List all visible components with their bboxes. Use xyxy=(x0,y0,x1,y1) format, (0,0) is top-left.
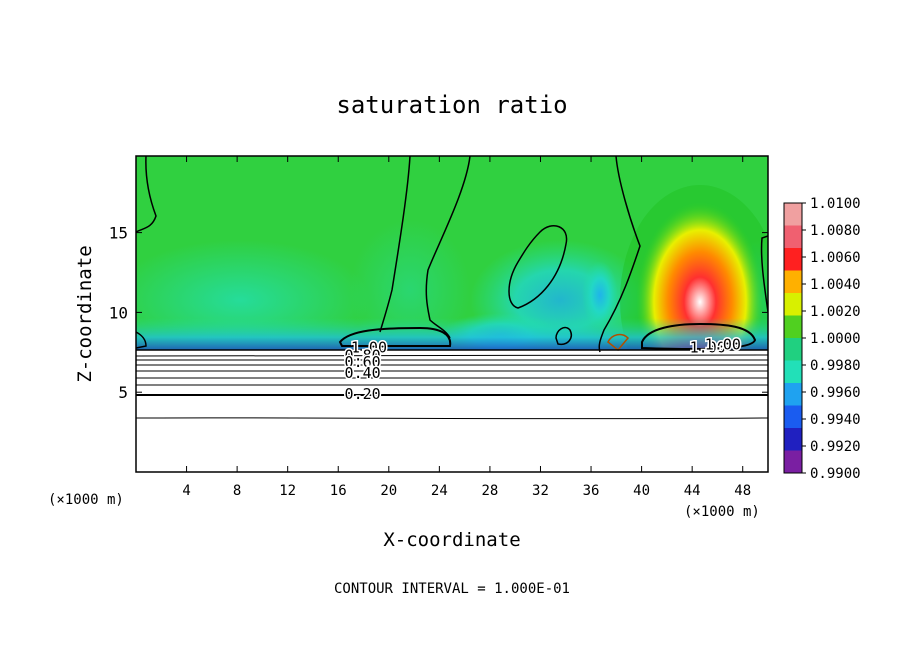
contour-label: 1.00 xyxy=(351,339,387,357)
contour-lines xyxy=(136,156,768,420)
colorbar-swatch xyxy=(784,383,802,406)
y-tick-label: 15 xyxy=(109,224,128,243)
contour-label: 1.00 xyxy=(705,335,741,353)
colorbar-level-label: 1.0040 xyxy=(810,277,861,293)
colorbar-level-label: 1.0020 xyxy=(810,304,861,320)
colorbar-level-label: 0.9920 xyxy=(810,439,861,455)
colorbar-swatch xyxy=(784,450,802,473)
colorbar-level-label: 1.0080 xyxy=(810,223,861,239)
colorbar-level-label: 0.9980 xyxy=(810,358,861,374)
colorbar-swatch xyxy=(784,225,802,248)
x-tick-label: 16 xyxy=(330,483,347,499)
contour-label: 0.20 xyxy=(345,385,381,403)
colorbar-level-label: 0.9940 xyxy=(810,412,861,428)
plot-frame xyxy=(135,155,769,473)
x-tick-label: 32 xyxy=(532,483,549,499)
colorbar-level-label: 1.0000 xyxy=(810,331,861,347)
y-axis: 5 10 15 xyxy=(109,224,768,402)
contour-label: 1.00 xyxy=(690,339,726,357)
chart-title: saturation ratio xyxy=(336,91,567,119)
colorbar-swatch xyxy=(784,360,802,383)
colorbar-level-label: 1.0060 xyxy=(810,250,861,266)
x-tick-label: 4 xyxy=(182,483,190,499)
contour-label: 0.40 xyxy=(345,364,381,382)
x-unit-left: (×1000 m) xyxy=(48,492,124,508)
heatmap-field xyxy=(136,156,768,472)
y-axis-label: Z-coordinate xyxy=(74,245,96,382)
colorbar-swatch xyxy=(784,315,802,338)
x-unit-right: (×1000 m) xyxy=(684,504,760,520)
contour-label: 0.60 xyxy=(345,353,381,371)
colorbar-swatch xyxy=(784,270,802,293)
colorbar-level-label: 1.0100 xyxy=(810,196,861,212)
colorbar-level-label: 0.9900 xyxy=(810,466,861,482)
colorbar-swatch xyxy=(784,428,802,451)
colorbar-swatch xyxy=(784,338,802,361)
contour-interval-note: CONTOUR INTERVAL = 1.000E-01 xyxy=(334,581,570,597)
contour-label: 0.80 xyxy=(345,346,381,364)
colorbar: 0.9900 0.9920 0.9940 0.9960 0.9980 1.0000 1.00… xyxy=(783,196,861,482)
contour-label-layer: 1.000.800.600.400.201.001.00 xyxy=(343,334,742,404)
colorbar-swatch xyxy=(784,203,802,226)
colorbar-swatch xyxy=(784,293,802,316)
x-axis: 4 8 12 16 20 24 28 32 36 40 44 48 xyxy=(182,156,751,499)
colorbar-level-label: 0.9960 xyxy=(810,385,861,401)
x-axis-label: X-coordinate xyxy=(383,529,520,551)
x-tick-label: 8 xyxy=(233,483,241,499)
y-tick-label: 10 xyxy=(109,303,128,322)
x-tick-label: 24 xyxy=(431,483,448,499)
colorbar-swatch xyxy=(784,248,802,271)
x-tick-label: 12 xyxy=(279,483,296,499)
colorbar-swatch xyxy=(784,405,802,428)
x-tick-label: 36 xyxy=(583,483,600,499)
x-tick-label: 40 xyxy=(633,483,650,499)
x-tick-label: 44 xyxy=(684,483,701,499)
x-tick-label: 20 xyxy=(380,483,397,499)
x-tick-label: 48 xyxy=(734,483,751,499)
x-tick-label: 28 xyxy=(481,483,498,499)
y-tick-label: 5 xyxy=(118,383,128,402)
